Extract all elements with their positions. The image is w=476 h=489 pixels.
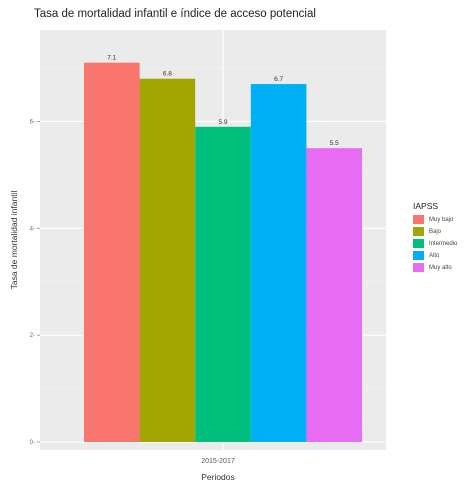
legend-item-muy-alto: Muy alto [413, 262, 476, 273]
bars [84, 62, 362, 443]
x-axis-label: Periodos [201, 472, 235, 482]
bar-value-label: 6.7 [274, 76, 283, 83]
plot-area: 7.1 6.8 5.9 6.7 5.5 [40, 30, 386, 450]
legend-key [413, 215, 424, 224]
legend: IAPSS Muy bajo Bajo Intermedio Alto Muy … [413, 201, 476, 274]
bar-value-label: 6.8 [163, 71, 172, 78]
legend-key [413, 251, 424, 260]
legend-item-muy-bajo: Muy bajo [413, 214, 476, 225]
legend-label: Muy alto [429, 264, 452, 271]
bar-value-label: 5.9 [218, 119, 227, 126]
legend-label: Intermedio [429, 240, 458, 247]
bar-muy-alto [306, 148, 362, 442]
legend-item-intermedio: Intermedio [413, 238, 476, 249]
legend-key [413, 227, 424, 236]
legend-key [413, 239, 424, 248]
bar-bajo [139, 78, 196, 443]
y-tick-label: 6- [30, 119, 35, 125]
legend-item-alto: Alto [413, 250, 476, 261]
chart-title: Tasa de mortalidad infantil e índice de … [34, 8, 316, 20]
legend-key [413, 263, 424, 272]
bar-value-label: 5.5 [330, 140, 339, 147]
x-tick-label: 2015-2017 [201, 458, 235, 465]
y-tick-label: 0- [30, 440, 35, 446]
y-tick-label: 2- [30, 333, 35, 339]
y-tick-label: 4- [30, 226, 35, 232]
y-axis-label: Tasa de mortalidad infantil [9, 190, 19, 290]
legend-label: Bajo [429, 228, 442, 235]
bar-labels: 7.1 6.8 5.9 6.7 5.5 [107, 55, 339, 147]
y-axis: 0- 2- 4- 6- [30, 119, 40, 446]
legend-item-bajo: Bajo [413, 226, 476, 237]
legend-label: Muy bajo [429, 216, 454, 223]
plot-panel: 7.1 6.8 5.9 6.7 5.5 [40, 30, 386, 450]
bar-alto [250, 84, 307, 443]
legend-label: Alto [429, 252, 440, 259]
bar-muy-bajo [84, 62, 140, 442]
legend-title: IAPSS [413, 201, 439, 211]
bar-value-label: 7.1 [107, 55, 116, 62]
bar-intermedio [195, 126, 251, 443]
